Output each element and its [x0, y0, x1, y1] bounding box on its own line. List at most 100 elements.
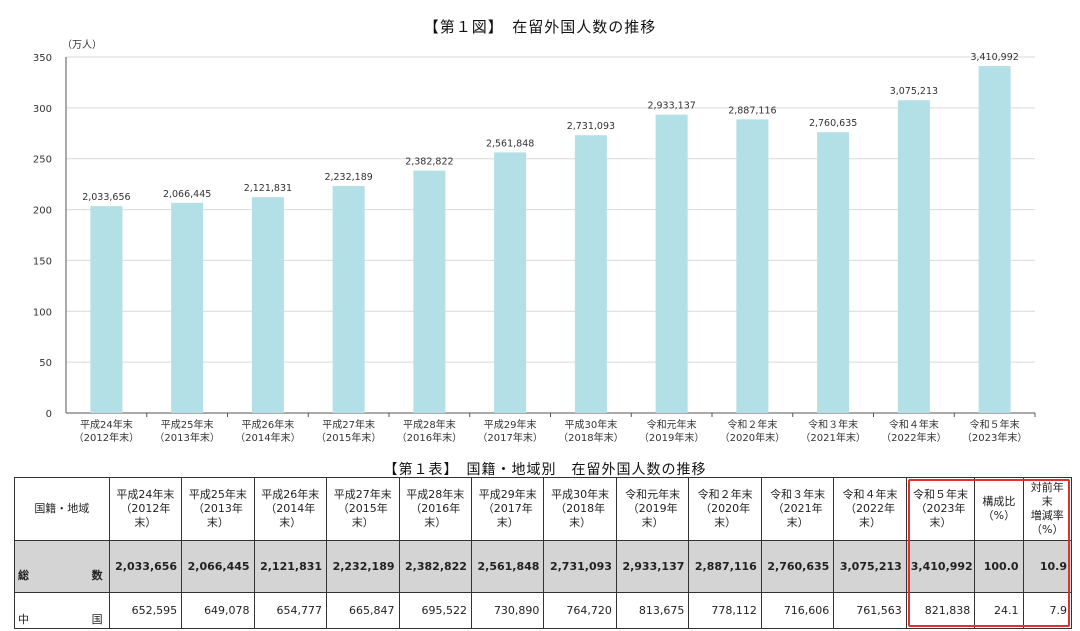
bar	[655, 114, 688, 413]
column-header-line: 平成25年末	[188, 488, 247, 501]
y-tick-label: 250	[33, 155, 52, 166]
column-header-line: （2017年末）	[482, 502, 533, 529]
x-tick-label: 令和元年末	[647, 418, 697, 431]
table-cell: 652,595	[108, 592, 183, 629]
nationality-table: 国籍・地域 平成24年末 （2012年末） 平成25年末 （2013年末） 平成26年末…	[14, 477, 1073, 629]
row-label-right: 国	[91, 612, 103, 626]
y-tick-label: 350	[33, 53, 52, 64]
row-label-total: 総 数	[14, 540, 110, 593]
column-header: 平成30年末 （2018年末）	[543, 477, 617, 541]
table-cell: 764,720	[543, 592, 617, 629]
column-header: 平成27年末 （2015年末）	[326, 477, 400, 541]
column-header-line: 平成28年末	[406, 488, 465, 501]
table-cell: 3,410,992	[905, 540, 976, 593]
table-cell: 100.0	[974, 540, 1024, 593]
data-label: 2,033,656	[82, 192, 130, 203]
table-title: 【第１表】 国籍・地域別 在留外国人数の推移	[383, 462, 707, 478]
bar	[978, 66, 1011, 414]
table-cell: 2,887,116	[688, 540, 762, 593]
table-cell: 2,760,635	[760, 540, 835, 593]
table-cell: 2,933,137	[615, 540, 690, 593]
column-header-line: （%）	[1031, 523, 1064, 536]
bar-chart: （万人） 0 50 100 150 200 250 300 350 2,033,656 平成24年末…	[33, 39, 1036, 444]
bar	[251, 197, 284, 413]
x-tick-label: （2021年末）	[800, 431, 865, 444]
table-cell: 2,561,848	[470, 540, 545, 593]
column-header: 平成26年末 （2014年末）	[253, 477, 328, 541]
table-cell: 654,777	[253, 592, 328, 629]
table-cell: 3,075,213	[833, 540, 907, 593]
x-tick-label: 令和４年末	[889, 418, 939, 431]
column-header: 令和５年末 （2023年末）	[905, 477, 976, 541]
data-label: 2,887,116	[728, 105, 776, 116]
column-header: 令和２年末 （2020年末）	[688, 477, 762, 541]
x-tick-label: 令和２年末	[727, 418, 777, 431]
row-label-left: 中	[18, 612, 29, 626]
table-cell: 2,121,831	[253, 540, 328, 593]
row-label-left: 総	[18, 568, 29, 582]
data-label: 2,066,445	[163, 189, 211, 200]
y-axis-label: （万人）	[62, 39, 102, 51]
table-cell: 2,033,656	[108, 540, 183, 593]
bar	[817, 132, 850, 413]
column-header-line: （2023年末）	[915, 502, 966, 529]
x-tick-label: （2012年末）	[74, 431, 139, 444]
column-header: 令和４年末 （2022年末）	[833, 477, 907, 541]
column-header-line: （2013年末）	[192, 502, 243, 529]
x-tick-label: （2023年末）	[962, 431, 1027, 444]
table-cell: 649,078	[181, 592, 255, 629]
corner-header: 国籍・地域	[14, 477, 110, 541]
x-tick-label: （2015年末）	[316, 431, 381, 444]
column-header-line: 平成27年末	[333, 488, 392, 501]
row-label-right: 数	[91, 568, 103, 582]
y-tick-label: 150	[33, 256, 52, 267]
data-label: 2,561,848	[486, 138, 534, 149]
column-header-line: （2022年末）	[845, 502, 896, 529]
x-tick-label: （2016年末）	[397, 431, 462, 444]
x-tick-label: 令和５年末	[970, 418, 1020, 431]
table-cell: 24.1	[974, 592, 1024, 629]
x-tick-label: （2014年末）	[235, 431, 300, 444]
table-cell: 821,838	[905, 592, 976, 629]
x-tick-label: 平成30年末	[565, 418, 618, 431]
x-tick-label: （2018年末）	[558, 431, 623, 444]
table-cell: 665,847	[326, 592, 400, 629]
table-cell: 730,890	[470, 592, 545, 629]
column-header-line: 令和元年末	[625, 488, 681, 501]
bar	[736, 119, 769, 414]
data-label: 2,760,635	[809, 118, 857, 129]
table-cell: 7.9	[1022, 592, 1073, 629]
bar	[574, 135, 607, 413]
y-tick-label: 300	[33, 104, 52, 115]
column-header-line: 令和４年末	[842, 488, 898, 501]
y-tick-label: 50	[39, 358, 52, 369]
x-tick-label: （2022年末）	[881, 431, 946, 444]
bar	[171, 202, 204, 413]
chart-title: 【第１図】 在留外国人数の推移	[423, 18, 657, 36]
column-header-line: 平成26年末	[261, 488, 320, 501]
table-cell: 10.9	[1022, 540, 1073, 593]
column-header: 平成28年末 （2016年末）	[398, 477, 472, 541]
y-tick-label: 0	[46, 409, 52, 420]
column-header-line: （%）	[982, 509, 1016, 522]
bar	[494, 152, 527, 413]
column-header-line: 平成29年末	[478, 488, 537, 501]
column-header-line: （2012年末）	[120, 502, 171, 529]
x-tick-label: （2013年末）	[154, 431, 219, 444]
bar	[332, 185, 365, 413]
column-header-line: 平成30年末	[551, 488, 610, 501]
column-header-line: 増減率	[1030, 509, 1064, 522]
column-header-line: 令和２年末	[697, 488, 753, 501]
table-cell: 2,232,189	[326, 540, 400, 593]
column-header-line: （2021年末）	[772, 502, 823, 529]
x-tick-label: 平成24年末	[80, 418, 133, 431]
column-header-line: 令和５年末	[913, 488, 968, 501]
data-label: 2,731,093	[567, 121, 615, 132]
column-header-line: 対前年末	[1030, 481, 1064, 508]
column-header-line: 令和３年末	[770, 488, 826, 501]
column-header-line: （2019年末）	[627, 502, 678, 529]
x-tick-label: （2017年末）	[477, 431, 542, 444]
bar	[90, 206, 123, 413]
data-label: 3,410,992	[970, 52, 1018, 63]
column-header: 平成24年末 （2012年末）	[108, 477, 183, 541]
